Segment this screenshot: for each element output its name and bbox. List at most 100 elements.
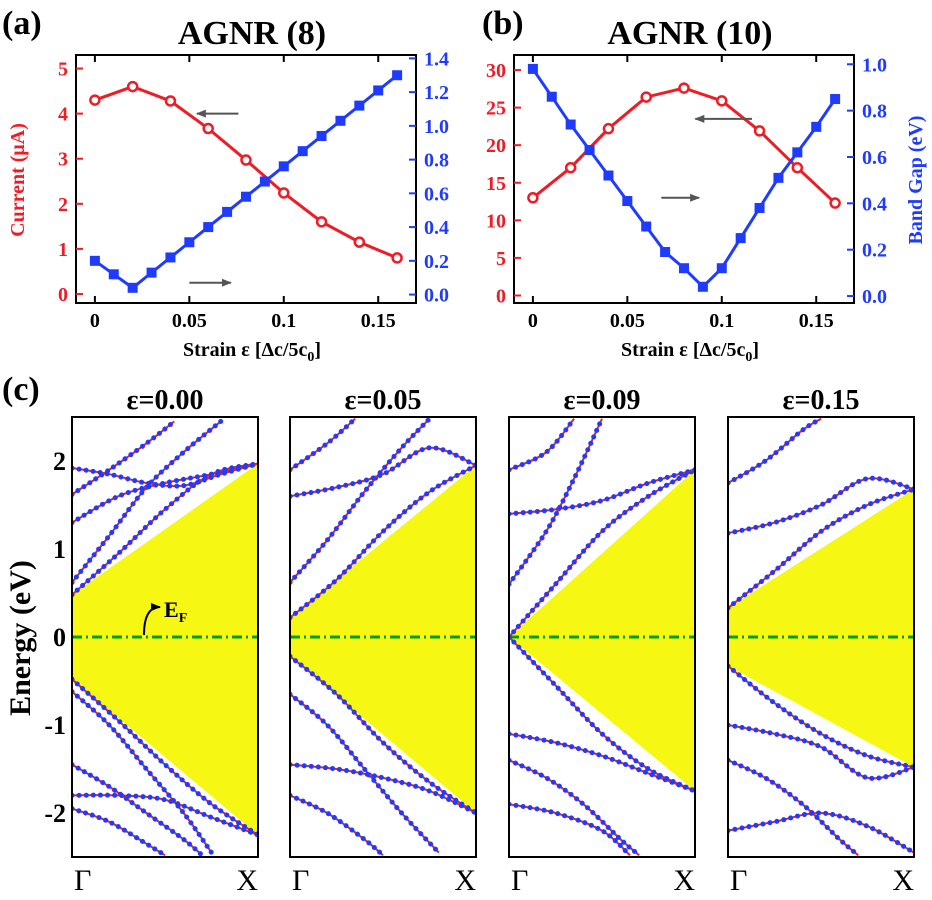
band-gap-fill [728, 489, 914, 768]
kpoint-gamma-label: Γ [730, 864, 747, 897]
band-dots [728, 663, 914, 770]
panel-b-y2tick-label: 0.2 [862, 240, 887, 262]
panel-a-gap-point [259, 176, 270, 187]
panel-b-ytick-label: 20 [486, 135, 506, 157]
panel-b-ytick-label: 15 [486, 173, 506, 195]
panel-a-gap-point [354, 100, 365, 111]
band-dots [72, 461, 258, 526]
energy-tick-label: 2 [53, 447, 66, 476]
panel-a-current-point [164, 95, 177, 107]
panel-a-y2tick-label: 0.4 [424, 217, 449, 239]
panel-b-gap-point [660, 247, 671, 258]
band-panel-title: ε=0.09 [564, 385, 641, 416]
panel-b-current-point [716, 95, 728, 107]
band-dots [290, 417, 358, 473]
panel-a-ytick-label: 2 [58, 194, 68, 216]
panel-a-y2tick-label: 1.0 [424, 116, 449, 138]
fermi-annotation-arrow [143, 603, 161, 636]
panel-a: (a) AGNR (8) 0 0.05 0.1 0.15 0 1 2 3 4 5 0.0 0.2 0.4… [2, 5, 449, 365]
band-line [728, 811, 914, 854]
band-dots [290, 691, 442, 856]
panel-b-ytick-label: 5 [496, 248, 506, 270]
panel-a-gap-point [165, 252, 176, 263]
band-panel-1 [290, 417, 476, 857]
band-dots [509, 417, 605, 587]
panel-b-plot: 0 0.05 0.1 0.15 0 5 10 15 20 25 30 0.0 0.2 0.4 0.6 0.8 1… [486, 54, 887, 332]
band-panel-0 [72, 418, 258, 857]
panel-b-series-gap-line [531, 68, 837, 289]
panel-a-current-point [278, 187, 290, 199]
kpoint-x-label: X [236, 864, 258, 897]
panel-c-plot: -2 -1 0 1 2 ε=0.00 Γ Xε=0.05 Γ Xε=0.09 Γ Xε=0.15 Γ X E… [44, 385, 915, 897]
panel-a-gap-point [127, 282, 138, 293]
panel-b-current-point [564, 161, 577, 174]
panel-a-current-point [315, 216, 328, 228]
band-line [290, 418, 356, 471]
band-dots [509, 634, 695, 794]
panel-a-ytick-label: 5 [58, 59, 68, 81]
panel-b-y2tick-label: 0.0 [862, 286, 887, 308]
band-dots [728, 757, 861, 857]
panel-a-y2tick-label: 1.4 [424, 48, 449, 70]
panel-a-current-point [89, 94, 101, 106]
panel-a-ytick-label: 3 [58, 149, 68, 171]
panel-a-gap-point [373, 85, 384, 96]
panel-a-ytick-label: 4 [58, 104, 68, 126]
panel-a-gap-point [108, 269, 119, 280]
band-dots [509, 467, 695, 517]
panel-b: (b) AGNR (10) 0 0.05 0.1 0.15 0 5 10 15 20 25 30 0.… [482, 5, 927, 365]
band-dots [72, 461, 258, 489]
panel-b-gap-point [527, 63, 538, 74]
panel-b-gap-point [830, 94, 841, 105]
panel-a-y2tick-label: 1.2 [424, 82, 449, 104]
panel-b-current-point [640, 91, 652, 103]
panel-a-y2tick-label: 0.0 [424, 285, 449, 307]
panel-b-y2tick-label: 0.4 [862, 193, 887, 215]
panel-a-gap-point [222, 206, 233, 217]
panel-b-gap-point [773, 172, 784, 183]
energy-tick-label: -1 [44, 711, 66, 740]
panel-a-current-point [240, 154, 252, 166]
panel-a-xtick-label: 0.15 [361, 310, 396, 332]
panel-a-xtick-label: 0.05 [172, 310, 207, 332]
panel-a-ytick-label: 1 [58, 239, 68, 261]
panel-a-gap-point [297, 146, 308, 157]
energy-axis-label: Energy (eV) [4, 560, 37, 716]
panel-a-series-gap-line [94, 74, 399, 290]
energy-tick-label: 1 [53, 535, 66, 564]
band-panel-frame [289, 416, 477, 858]
kpoint-x-label: X [454, 864, 476, 897]
panel-b-xtick-label: 0 [528, 310, 538, 332]
panel-a-ytick-label: 0 [58, 284, 68, 306]
panel-a-y2tick-label: 0.2 [424, 251, 449, 273]
band-dots [72, 762, 205, 857]
panel-b-current-point [602, 122, 615, 135]
panel-b-current-point [753, 125, 766, 137]
band-panel-title: ε=0.05 [345, 385, 422, 416]
panel-a-xtick-label: 0.1 [271, 310, 296, 332]
panel-a-letter: (a) [2, 5, 42, 42]
panel-a-gap-point [184, 237, 195, 248]
panel-b-y2tick-label: 1.0 [862, 54, 887, 76]
band-dots [72, 689, 214, 856]
energy-tick-label: 0 [53, 623, 66, 652]
band-line [509, 418, 575, 471]
band-dots [509, 801, 633, 857]
band-line [728, 759, 859, 857]
panel-a-y2tick-label: 0.8 [424, 150, 449, 172]
panel-b-ytick-label: 25 [486, 98, 506, 120]
panel-a-current-point [353, 236, 366, 248]
panel-b-gap-point [716, 263, 727, 274]
panel-b-ytick-label: 0 [496, 285, 506, 307]
panel-b-gap-point [811, 121, 822, 132]
panel-a-current-point [391, 252, 403, 264]
panel-b-gap-point [584, 145, 595, 156]
panel-b-y2label: Band Gap (eV) [905, 116, 927, 245]
panel-a-title: AGNR (8) [178, 15, 326, 52]
fermi-annotation-label: EF [164, 597, 187, 626]
panel-b-gap-point [546, 91, 557, 102]
kpoint-x-label: X [892, 864, 914, 897]
panel-b-title: AGNR (10) [607, 15, 772, 52]
band-panel-frame [508, 416, 696, 858]
